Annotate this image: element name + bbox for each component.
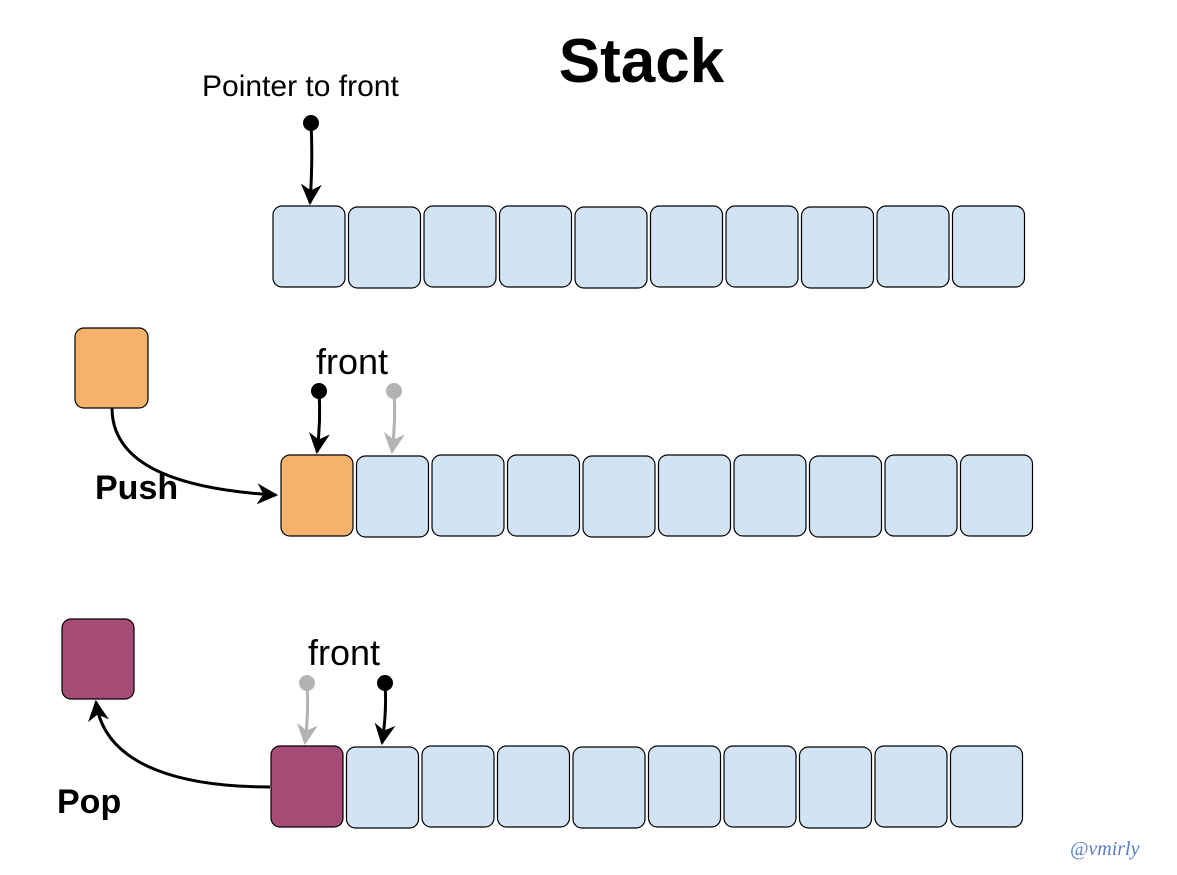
- push-front-label: front: [316, 341, 389, 382]
- stack-cell: [876, 205, 950, 288]
- stack-cell: [347, 206, 422, 289]
- front-pointer-pop: [374, 675, 396, 746]
- stack-cell: [649, 205, 724, 288]
- pop-arrow-icon: [88, 699, 271, 789]
- stack-cell: [574, 206, 648, 289]
- stack-cell: [949, 745, 1024, 828]
- front-pointer-initial: [300, 115, 322, 206]
- stack-cell: [496, 745, 571, 828]
- stack-row-push: [280, 454, 1034, 538]
- stack-cell: [874, 745, 948, 828]
- stack-cell: [421, 745, 495, 828]
- stack-cell: [951, 205, 1026, 288]
- stack-cell: [280, 454, 354, 537]
- diagram-title: Stack: [558, 27, 725, 96]
- pointer-to-front-label: Pointer to front: [202, 70, 399, 103]
- stack-cell: [423, 205, 497, 288]
- push-element: [74, 327, 149, 409]
- stack-cell: [959, 454, 1034, 537]
- stack-cell: [723, 745, 797, 828]
- stack-row-initial: [272, 205, 1026, 289]
- stack-cell: [431, 454, 505, 537]
- stack-cell: [725, 205, 799, 288]
- stack-cell: [506, 454, 581, 537]
- stack-cell: [800, 206, 875, 289]
- stack-cell: [884, 454, 958, 537]
- stack-cell: [647, 745, 722, 828]
- stack-cell: [798, 746, 873, 829]
- stack-cell: [657, 454, 732, 537]
- stack-row-pop: [270, 745, 1024, 829]
- stack-cell: [272, 205, 346, 288]
- pop-label: Pop: [57, 783, 122, 821]
- stack-cell: [582, 455, 656, 538]
- push-arrow-icon: [110, 407, 279, 505]
- stack-cell: [572, 746, 646, 829]
- author-signature: @vmirly: [1070, 838, 1140, 860]
- pop-front-label: front: [308, 632, 381, 673]
- stack-cell: [733, 454, 807, 537]
- front-pointer-push: [308, 383, 330, 455]
- stack-cell: [345, 746, 420, 829]
- previous-pointer-push: [383, 383, 405, 455]
- stack-cell: [498, 205, 573, 288]
- stack-cell: [808, 455, 883, 538]
- popped-element: [61, 618, 135, 700]
- stack-cell: [270, 745, 344, 828]
- stack-cell: [355, 455, 430, 538]
- previous-pointer-pop: [297, 675, 318, 746]
